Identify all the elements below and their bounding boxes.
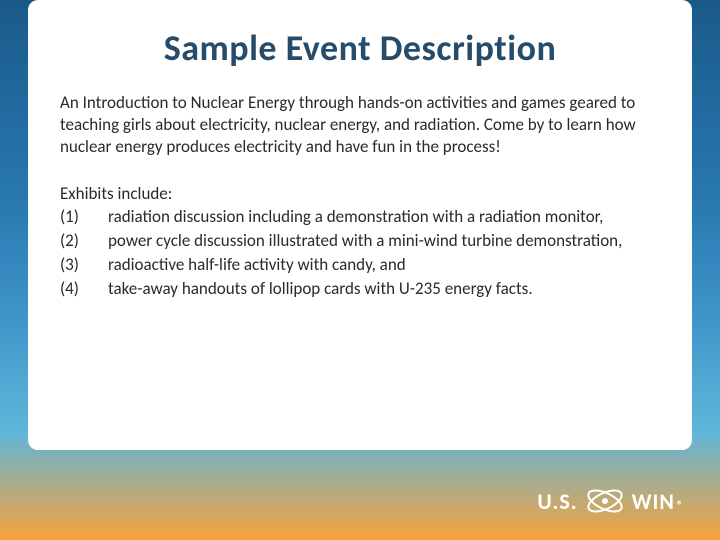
- exhibits-label: Exhibits include:: [60, 183, 660, 204]
- exhibits-list: (1) radiation discussion including a dem…: [60, 206, 660, 299]
- logo-us: U.S.: [537, 488, 577, 515]
- item-text: take-away handouts of lollipop cards wit…: [108, 278, 533, 299]
- page-title: Sample Event Description: [60, 26, 660, 70]
- item-text: power cycle discussion illustrated with …: [108, 230, 622, 251]
- content-card: Sample Event Description An Introduction…: [28, 0, 692, 450]
- item-number: (3): [60, 254, 102, 276]
- list-item: (1) radiation discussion including a dem…: [60, 206, 660, 228]
- item-text: radioactive half-life activity with cand…: [108, 254, 406, 275]
- item-number: (2): [60, 230, 102, 252]
- intro-paragraph: An Introduction to Nuclear Energy throug…: [60, 92, 660, 157]
- logo-text: WIN®: [632, 488, 684, 515]
- list-item: (2) power cycle discussion illustrated w…: [60, 230, 660, 252]
- logo-registered: ®: [677, 499, 684, 513]
- slide: Sample Event Description An Introduction…: [0, 0, 720, 540]
- item-text: radiation discussion including a demonst…: [108, 206, 603, 227]
- item-number: (4): [60, 278, 102, 300]
- uswin-logo: U.S. WIN®: [537, 480, 684, 522]
- list-item: (4) take-away handouts of lollipop cards…: [60, 278, 660, 300]
- logo-text: U.S.: [537, 488, 577, 515]
- list-item: (3) radioactive half-life activity with …: [60, 254, 660, 276]
- item-number: (1): [60, 206, 102, 228]
- swirl-icon: [584, 480, 626, 522]
- logo-win: WIN: [632, 488, 675, 515]
